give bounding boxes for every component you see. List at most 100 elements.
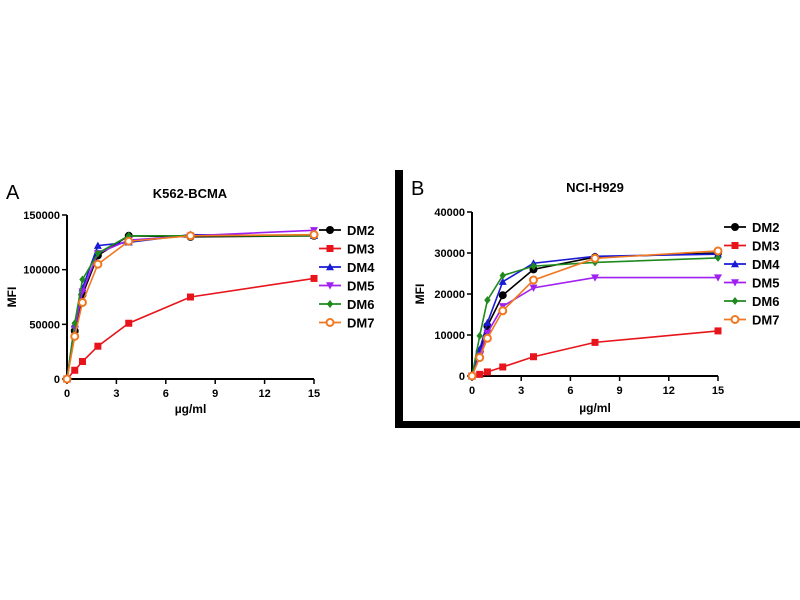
data-point [186, 231, 195, 241]
y-axis-label: MFI [5, 287, 19, 308]
legend-item: DM6 [319, 297, 374, 312]
legend-marker [731, 297, 739, 305]
x-tick-label: 6 [567, 385, 573, 397]
data-point [591, 274, 599, 282]
data-point [467, 371, 477, 381]
chart-panel-a: A K562-BCMA 0 50000 100000 150000 0 3 6 9 12 15 µg/… [0, 170, 395, 430]
legend-item: DM4 [319, 260, 375, 275]
data-point [498, 277, 507, 285]
data-point [499, 271, 506, 280]
legend-marker [326, 282, 334, 290]
legend-item: DM5 [319, 279, 374, 294]
x-axis-label: µg/ml [175, 402, 207, 416]
data-point [714, 253, 722, 262]
legend-label: DM3 [752, 239, 779, 254]
data-point [714, 274, 722, 282]
y-tick-label: 0 [54, 374, 60, 386]
data-point [94, 342, 102, 350]
data-point [498, 306, 508, 316]
y-tick-label: 150000 [23, 210, 60, 222]
y-tick-label: 30000 [434, 248, 465, 260]
legend-marker [326, 263, 334, 271]
x-tick-label: 15 [712, 385, 724, 397]
x-tick-label: 12 [663, 385, 675, 397]
series-dm4 [468, 250, 722, 380]
legend-label: DM5 [347, 279, 374, 294]
legend-label: DM3 [347, 242, 374, 257]
legend-marker [326, 300, 334, 308]
data-point [124, 236, 134, 246]
data-point [476, 331, 483, 340]
data-point [529, 284, 538, 292]
legend-item: DM7 [319, 316, 374, 331]
series-line [471, 330, 719, 377]
legend-item: DM2 [724, 220, 779, 235]
data-point [70, 331, 80, 341]
data-point [476, 370, 484, 378]
data-point [530, 353, 537, 361]
data-point [483, 318, 492, 326]
x-tick-label: 9 [212, 388, 218, 400]
legend-item: DM2 [319, 223, 374, 238]
y-tick-label: 100000 [23, 265, 60, 277]
chart-k562-bcma: K562-BCMA 0 50000 100000 150000 0 3 6 9 12 15 µg/ml… [5, 186, 375, 416]
data-point [71, 366, 79, 374]
data-point [78, 358, 86, 366]
x-tick-label: 12 [258, 388, 270, 400]
x-tick-label: 9 [617, 385, 623, 397]
data-point [187, 293, 194, 301]
series-line [66, 233, 315, 380]
data-point [498, 291, 507, 300]
legend-label: DM7 [347, 316, 374, 331]
legend-label: DM6 [752, 294, 779, 309]
series-line [471, 276, 718, 377]
series-dm7 [467, 246, 723, 381]
x-tick-label: 15 [308, 388, 320, 400]
series-dm6 [468, 253, 722, 380]
y-tick-label: 20000 [434, 289, 465, 301]
legend-item: DM3 [319, 242, 374, 257]
legend-item: DM3 [724, 239, 779, 254]
legend-marker [730, 315, 740, 324]
y-tick-label: 50000 [29, 319, 60, 331]
chart-nci-h929: NCI-H929 0 10000 20000 30000 40000 0 3 6 9 12 15 µg/… [413, 180, 780, 415]
series-line [66, 229, 315, 380]
data-point [482, 333, 492, 343]
legend-marker [326, 226, 334, 234]
data-point [93, 241, 102, 249]
data-point [591, 338, 599, 346]
panel-b-frame-bottom [395, 421, 800, 428]
legend-item: DM6 [724, 294, 779, 309]
series-line [471, 250, 719, 377]
data-point [125, 319, 133, 327]
x-axis-label: µg/ml [579, 401, 611, 415]
panel-b-frame-left [395, 170, 403, 428]
data-point [530, 262, 537, 271]
data-point [713, 246, 723, 256]
data-point [71, 319, 78, 328]
data-point [499, 363, 507, 371]
legend-item: DM7 [724, 313, 779, 328]
legend-item: DM4 [724, 257, 780, 272]
series-line [66, 234, 315, 380]
x-tick-label: 0 [469, 385, 475, 397]
data-point [714, 327, 722, 335]
legend-label: DM4 [752, 257, 780, 272]
data-point [310, 274, 318, 282]
x-tick-label: 3 [518, 385, 524, 397]
data-point [483, 368, 491, 376]
legend-marker [325, 318, 335, 327]
data-point [529, 275, 538, 285]
y-tick-label: 0 [459, 371, 465, 383]
series-dm3 [63, 274, 318, 383]
legend-label: DM2 [347, 223, 374, 238]
legend-marker [731, 242, 739, 249]
series-line [471, 253, 719, 377]
legend-label: DM6 [347, 297, 374, 312]
y-tick-label: 10000 [434, 330, 465, 342]
y-tick-label: 40000 [434, 207, 465, 219]
series-line [66, 233, 315, 380]
chart-panel-b: B NCI-H929 0 10000 20000 30000 40000 0 3 6 9 12 15 µ… [395, 170, 800, 430]
x-tick-label: 6 [163, 388, 169, 400]
panel-letter: A [6, 182, 20, 204]
